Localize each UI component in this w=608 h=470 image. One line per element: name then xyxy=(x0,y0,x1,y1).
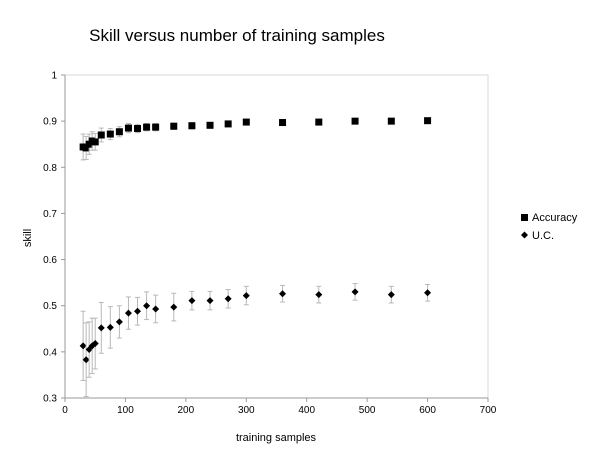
data-point-uc xyxy=(106,323,114,331)
data-point-uc xyxy=(188,297,196,305)
legend-marker-accuracy xyxy=(521,214,528,221)
data-point-accuracy xyxy=(224,120,232,128)
data-point-accuracy xyxy=(424,117,432,125)
x-tick-label: 500 xyxy=(359,405,376,416)
y-tick-label: 0.6 xyxy=(43,255,57,266)
legend-item-uc: U.C. xyxy=(521,230,554,242)
y-tick-label: 0.9 xyxy=(43,117,57,128)
x-tick-label: 700 xyxy=(480,405,497,416)
data-point-uc xyxy=(351,288,359,296)
series-uc xyxy=(79,283,432,398)
x-tick-label: 100 xyxy=(117,405,134,416)
x-tick-label: 0 xyxy=(62,405,68,416)
legend-label-accuracy: Accuracy xyxy=(532,212,578,224)
data-point-accuracy xyxy=(124,124,132,132)
y-tick-label: 1 xyxy=(51,71,57,82)
data-point-accuracy xyxy=(206,121,214,129)
data-point-uc xyxy=(97,324,105,332)
data-point-uc xyxy=(115,318,123,326)
y-tick-label: 0.4 xyxy=(43,347,57,358)
y-tick-label: 0.3 xyxy=(43,394,57,405)
data-point-accuracy xyxy=(82,144,90,152)
x-tick-label: 400 xyxy=(298,405,315,416)
series-accuracy xyxy=(79,117,432,161)
data-point-uc xyxy=(315,291,323,299)
data-point-accuracy xyxy=(115,128,123,136)
x-tick-label: 200 xyxy=(178,405,195,416)
data-point-uc xyxy=(387,291,395,299)
data-point-uc xyxy=(134,307,142,315)
data-point-accuracy xyxy=(315,118,323,126)
data-point-uc xyxy=(124,309,132,317)
data-point-uc xyxy=(143,302,151,310)
x-tick-label: 300 xyxy=(238,405,255,416)
chart-title: Skill versus number of training samples xyxy=(89,26,385,45)
data-point-accuracy xyxy=(242,118,250,126)
data-point-uc xyxy=(91,340,99,348)
y-axis-label: skill xyxy=(22,229,34,247)
x-tick-label: 600 xyxy=(419,405,436,416)
y-tick-label: 0.7 xyxy=(43,209,57,220)
y-tick-label: 0.8 xyxy=(43,163,57,174)
data-point-accuracy xyxy=(143,123,151,131)
data-point-uc xyxy=(82,356,90,364)
data-point-accuracy xyxy=(97,131,105,139)
legend-item-accuracy: Accuracy xyxy=(521,212,578,224)
data-point-accuracy xyxy=(351,117,359,125)
data-point-accuracy xyxy=(152,123,160,131)
y-tick-label: 0.5 xyxy=(43,301,57,312)
data-point-accuracy xyxy=(279,119,287,127)
data-point-accuracy xyxy=(170,122,178,130)
x-axis-label: training samples xyxy=(236,432,317,444)
legend: Accuracy U.C. xyxy=(521,212,578,242)
data-point-accuracy xyxy=(91,138,99,146)
data-point-uc xyxy=(206,297,214,305)
data-point-accuracy xyxy=(387,117,395,125)
data-point-accuracy xyxy=(134,125,142,133)
data-point-uc xyxy=(152,305,160,313)
legend-label-uc: U.C. xyxy=(532,230,554,242)
data-point-uc xyxy=(279,290,287,298)
plot-area: 0 100 200 300 400 500 600 700 0.3 0.4 0.5 0.6 0.7 0.8… xyxy=(43,71,497,417)
data-point-uc xyxy=(170,303,178,311)
data-point-accuracy xyxy=(106,130,114,138)
legend-marker-uc xyxy=(521,231,528,239)
data-point-accuracy xyxy=(188,122,196,130)
data-point-uc xyxy=(242,292,250,300)
data-point-uc xyxy=(424,289,432,297)
data-point-uc xyxy=(224,295,232,303)
data-point-uc xyxy=(79,342,87,350)
